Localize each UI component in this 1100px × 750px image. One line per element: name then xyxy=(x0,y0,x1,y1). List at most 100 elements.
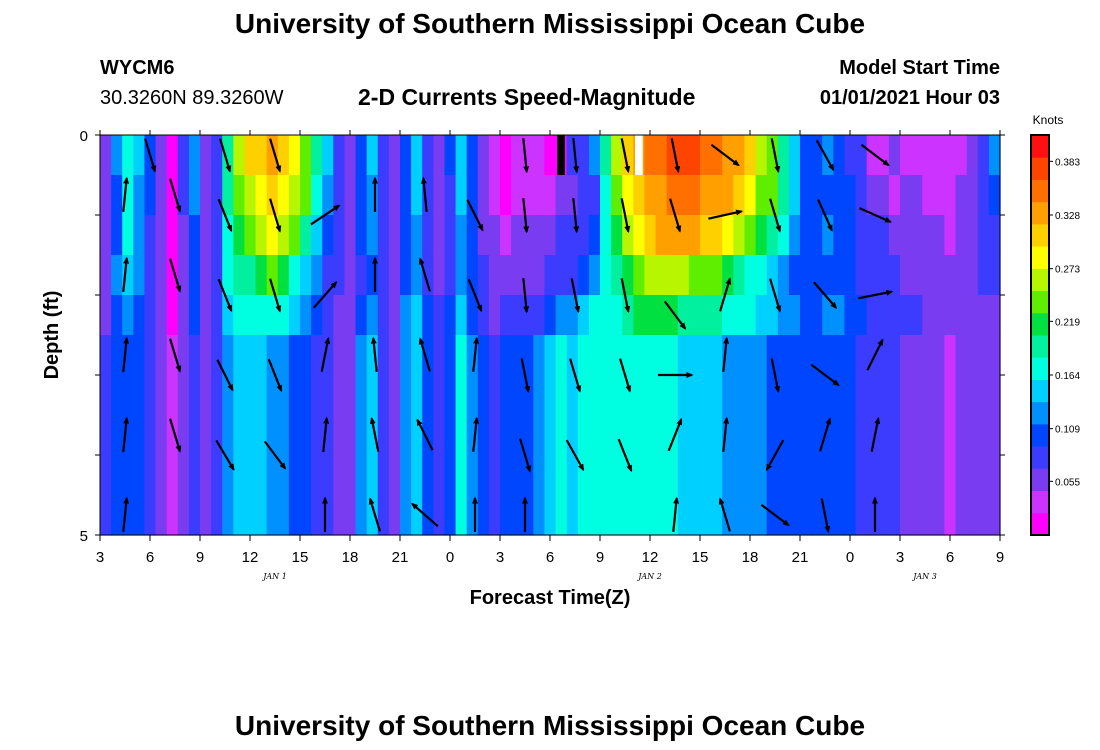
heatmap-cell xyxy=(933,135,946,176)
heatmap-cell xyxy=(377,335,390,536)
heatmap-cell xyxy=(155,255,168,296)
colorbar-swatch xyxy=(1031,379,1049,403)
heatmap-cell xyxy=(655,295,668,336)
heatmap-cell xyxy=(877,135,890,176)
heatmap-cell xyxy=(166,335,179,536)
heatmap-cell xyxy=(711,215,723,256)
heatmap-cell xyxy=(900,175,912,216)
heatmap-cell xyxy=(744,295,757,336)
heatmap-cell xyxy=(422,255,434,296)
heatmap-cell xyxy=(911,175,923,216)
heatmap-cell xyxy=(755,135,768,176)
heatmap-cell xyxy=(855,135,868,176)
heatmap-cell xyxy=(944,175,957,216)
heatmap-cell xyxy=(911,215,923,256)
colorbar-swatch xyxy=(1031,290,1049,314)
heatmap-cell xyxy=(566,335,579,536)
heatmap-cell xyxy=(377,135,390,176)
heatmap-cell xyxy=(788,255,801,296)
heatmap-cell xyxy=(888,215,901,256)
heatmap-cell xyxy=(188,255,201,296)
heatmap-cell xyxy=(466,255,479,296)
heatmap-cell xyxy=(377,215,390,256)
colorbar-tick-label: 0.219 xyxy=(1055,317,1080,328)
plot-title: 2-D Currents Speed-Magnitude xyxy=(358,84,696,110)
heatmap-cell xyxy=(488,295,501,336)
current-arrow xyxy=(169,178,182,213)
heatmap-cell xyxy=(188,175,201,216)
current-arrow xyxy=(722,336,730,373)
heatmap-cell xyxy=(944,135,957,176)
heatmap-cell xyxy=(111,335,123,536)
colorbar-tick-label: 0.383 xyxy=(1055,157,1080,168)
heatmap-cell xyxy=(622,255,634,296)
heatmap-cell xyxy=(266,295,279,336)
page-title-bottom: University of Southern Mississippi Ocean… xyxy=(234,710,866,741)
heatmap-cell xyxy=(700,135,712,176)
current-arrow xyxy=(813,281,838,310)
heatmap-cell xyxy=(433,295,446,336)
colorbar-swatch xyxy=(1031,401,1049,425)
heatmap-cell xyxy=(244,135,257,176)
colorbar-swatch xyxy=(1031,179,1049,203)
heatmap-cell xyxy=(977,335,990,536)
heatmap-cell xyxy=(155,135,168,176)
heatmap-cell xyxy=(866,135,879,176)
heatmap-cell xyxy=(844,215,857,256)
x-tick-label: 12 xyxy=(642,549,659,566)
current-arrow xyxy=(860,143,890,167)
heatmap-cell xyxy=(266,135,279,176)
heatmap-cell xyxy=(877,215,890,256)
current-arrow xyxy=(144,138,157,173)
current-arrow xyxy=(672,496,680,533)
heatmap-cell xyxy=(244,175,257,216)
heatmap-cell xyxy=(977,295,990,336)
heatmap-cell xyxy=(255,215,268,256)
heatmap-cell xyxy=(200,215,212,256)
current-arrow xyxy=(760,503,790,527)
heatmap-cell xyxy=(333,295,346,336)
current-arrow xyxy=(620,278,631,314)
heatmap-cell xyxy=(511,255,523,296)
heatmap-cell xyxy=(811,295,823,336)
current-arrow xyxy=(169,418,182,453)
heatmap-cell xyxy=(577,295,590,336)
colorbar-swatch xyxy=(1031,268,1049,292)
current-arrow xyxy=(369,416,380,452)
heatmap-cell xyxy=(911,335,923,536)
heatmap-cell xyxy=(455,335,468,536)
heatmap-cell xyxy=(144,335,157,536)
x-tick-label: 9 xyxy=(996,549,1004,566)
heatmap-cell xyxy=(822,175,834,216)
heatmap-cell xyxy=(177,255,190,296)
heatmap-cell xyxy=(133,295,146,336)
heatmap-cell xyxy=(655,255,668,296)
heatmap-cell xyxy=(433,335,446,536)
heatmap-cell xyxy=(722,255,734,296)
heatmap-cell xyxy=(100,255,112,296)
heatmap-cell xyxy=(688,335,701,536)
heatmap-cell xyxy=(655,215,668,256)
heatmap-cell xyxy=(611,295,623,336)
heatmap-cell xyxy=(711,175,723,216)
heatmap-cell xyxy=(366,135,379,176)
heatmap-cell xyxy=(122,215,134,256)
current-arrow xyxy=(217,278,233,313)
x-axis-label: Forecast Time(Z) xyxy=(470,587,631,609)
current-arrow xyxy=(269,138,282,173)
heatmap-cell xyxy=(766,335,779,536)
current-arrow xyxy=(815,139,835,172)
heatmap-cell xyxy=(933,255,946,296)
heatmap-cell xyxy=(622,135,634,176)
current-arrow xyxy=(320,336,331,372)
heatmap-cell xyxy=(988,135,1001,176)
heatmap-cell xyxy=(611,215,623,256)
heatmap-cell xyxy=(911,255,923,296)
heatmap-cell xyxy=(944,295,957,336)
heatmap-cell xyxy=(177,175,190,216)
current-arrow xyxy=(418,337,431,372)
current-arrow xyxy=(122,336,130,373)
current-arrow xyxy=(769,198,782,233)
heatmap-cell xyxy=(955,335,968,536)
heatmap-cell xyxy=(933,335,946,536)
